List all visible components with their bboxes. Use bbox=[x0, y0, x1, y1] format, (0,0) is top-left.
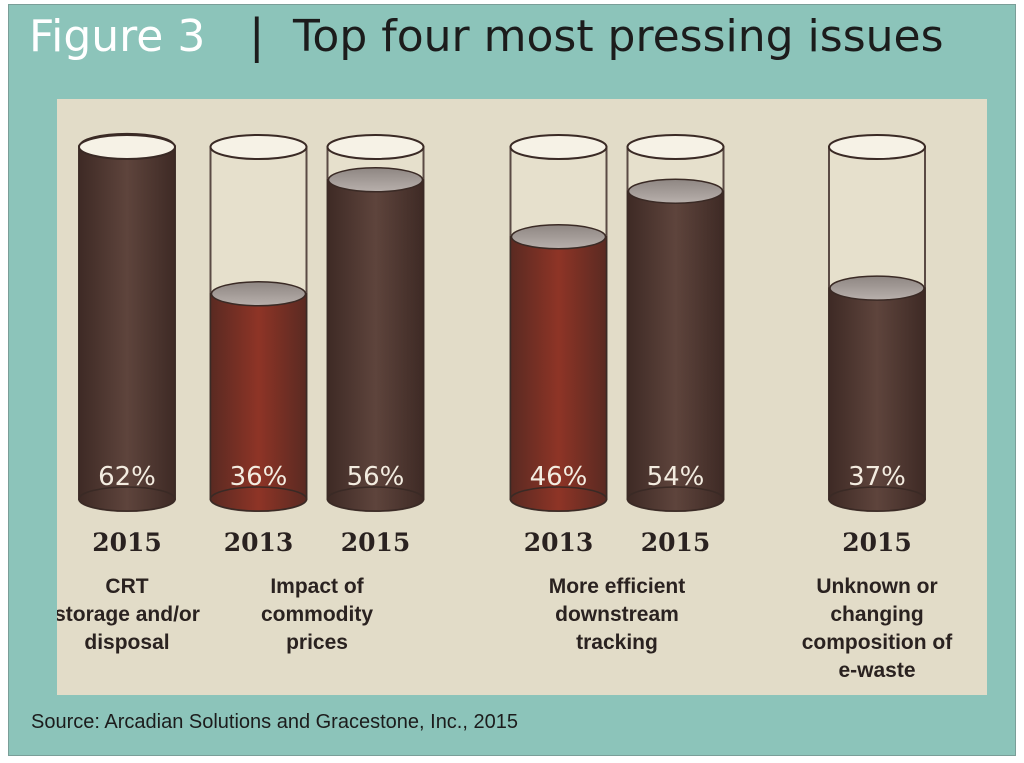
tube-rim bbox=[626, 134, 725, 160]
category-label-line: disposal bbox=[84, 631, 169, 654]
category-label-line: Unknown or bbox=[816, 575, 937, 598]
category-label-line: composition of bbox=[802, 631, 953, 654]
title-separator: | bbox=[249, 9, 265, 63]
tube-rim bbox=[828, 134, 926, 160]
figure-label: Figure 3 bbox=[29, 11, 206, 62]
category-label-line: CRT bbox=[105, 575, 148, 598]
liquid-surface bbox=[627, 178, 724, 204]
tube-chart: 62% 2015 CRT storage and/or disposal 36% 2013 5… bbox=[57, 132, 953, 682]
liquid-surface bbox=[510, 224, 607, 250]
year-label: 2013 bbox=[524, 528, 594, 557]
category-label-1: CRT storage and/or disposal bbox=[57, 575, 200, 654]
data-label: 46% bbox=[530, 462, 588, 492]
bar-fill-base bbox=[509, 486, 608, 512]
liquid-surface bbox=[210, 281, 307, 307]
chart-title: Top four most pressing issues bbox=[293, 11, 944, 62]
category-label-line: storage and/or bbox=[57, 603, 200, 626]
bar-fill-2015 bbox=[326, 179, 425, 500]
data-label: 62% bbox=[98, 462, 156, 492]
year-label: 2013 bbox=[224, 528, 294, 557]
category-label-4: Unknown or changing composition of e-waste bbox=[802, 575, 953, 682]
data-label: 56% bbox=[347, 462, 405, 492]
tube-4-2015: 37% 2015 bbox=[828, 134, 926, 557]
tube-rim bbox=[78, 134, 176, 160]
liquid-surface bbox=[327, 167, 424, 193]
year-label: 2015 bbox=[641, 528, 711, 557]
category-label-2: Impact of commodity prices bbox=[261, 575, 373, 654]
bar-fill-2015 bbox=[78, 144, 176, 500]
tube-3-2013: 46% 2013 bbox=[509, 134, 608, 557]
tube-3-2015: 54% 2015 bbox=[626, 134, 725, 557]
bar-fill-base bbox=[209, 486, 308, 512]
data-label: 36% bbox=[230, 462, 288, 492]
bar-fill-2015 bbox=[626, 190, 725, 500]
bar-fill-2013 bbox=[509, 236, 608, 500]
category-label-line: More efficient bbox=[549, 575, 686, 598]
category-label-line: Impact of bbox=[270, 575, 364, 598]
tube-2-2013: 36% 2013 bbox=[209, 134, 308, 557]
source-note: Source: Arcadian Solutions and Graceston… bbox=[31, 711, 518, 733]
liquid-surface bbox=[829, 275, 925, 301]
category-label-line: downstream bbox=[555, 603, 679, 626]
tube-rim bbox=[509, 134, 608, 160]
chart-panel: 62% 2015 CRT storage and/or disposal 36% 2013 5… bbox=[57, 99, 987, 695]
tube-rim bbox=[209, 134, 308, 160]
bar-fill-base bbox=[78, 486, 176, 512]
category-label-line: e-waste bbox=[838, 659, 915, 682]
category-label-3: More efficient downstream tracking bbox=[549, 575, 686, 654]
category-label-line: prices bbox=[286, 631, 348, 654]
tube-2-2015: 56% 2015 bbox=[326, 134, 425, 557]
tube-1-2015: 62% 2015 bbox=[78, 132, 176, 557]
year-label: 2015 bbox=[92, 528, 162, 557]
figure-frame: Figure 3 | Top four most pressing issues bbox=[8, 4, 1016, 756]
data-label: 54% bbox=[647, 462, 705, 492]
bar-fill-base bbox=[828, 486, 926, 512]
tube-rim bbox=[326, 134, 425, 160]
category-label-line: tracking bbox=[576, 631, 658, 654]
year-label: 2015 bbox=[341, 528, 411, 557]
category-label-line: changing bbox=[830, 603, 923, 626]
year-label: 2015 bbox=[842, 528, 912, 557]
bar-fill-base bbox=[326, 486, 425, 512]
bar-fill-base bbox=[626, 486, 725, 512]
data-label: 37% bbox=[848, 462, 906, 492]
category-label-line: commodity bbox=[261, 603, 373, 626]
